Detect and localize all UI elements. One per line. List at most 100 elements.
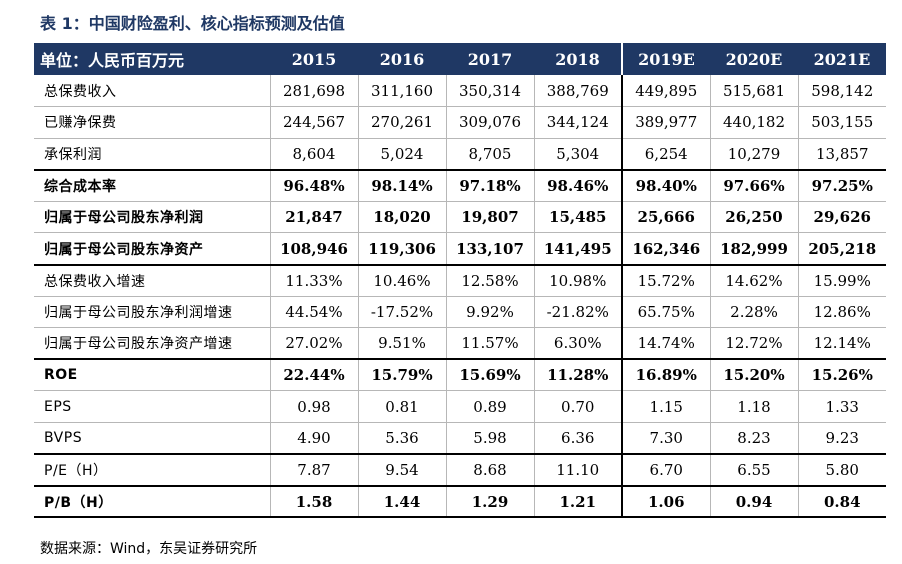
row-label: 总保费收入增速 bbox=[34, 264, 270, 297]
value-cell: 205,218 bbox=[797, 232, 886, 266]
year-header: 2021E bbox=[813, 49, 871, 69]
row-label: EPS bbox=[34, 390, 270, 424]
value-cell: 25,666 bbox=[621, 201, 710, 234]
value-cell: 8,604 bbox=[269, 138, 358, 171]
value-cell: 244,567 bbox=[269, 106, 358, 139]
value-cell: 1.33 bbox=[797, 390, 886, 424]
forecast-table-container: 单位：人民币百万元 2015 2016 2017 2018 2019E 2020… bbox=[34, 43, 886, 519]
value-cell: 15.69% bbox=[445, 359, 534, 392]
value-cell: 15.20% bbox=[709, 359, 798, 392]
value-cell: 5,304 bbox=[533, 138, 622, 171]
value-cell: 0.94 bbox=[709, 485, 798, 519]
row-label: BVPS bbox=[34, 422, 270, 456]
value-cell: 0.70 bbox=[533, 390, 622, 424]
value-cell: 11.10 bbox=[533, 454, 622, 487]
table-row: P/B（H） 1.58 1.44 1.29 1.21 1.06 0.94 0.84 bbox=[34, 485, 886, 519]
value-cell: 8.68 bbox=[445, 454, 534, 487]
value-cell: 11.33% bbox=[269, 264, 358, 297]
value-cell: -21.82% bbox=[533, 296, 622, 329]
value-cell: 1.29 bbox=[445, 485, 534, 519]
value-cell: 13,857 bbox=[797, 138, 886, 171]
value-cell: 449,895 bbox=[621, 75, 710, 108]
table-row: P/E（H） 7.87 9.54 8.68 11.10 6.70 6.55 5.80 bbox=[34, 454, 886, 487]
value-cell: 119,306 bbox=[357, 232, 446, 266]
row-label: 归属于母公司股东净利润 bbox=[34, 201, 270, 234]
value-cell: 12.14% bbox=[797, 327, 886, 361]
value-cell: 10.98% bbox=[533, 264, 622, 297]
value-cell: 7.30 bbox=[621, 422, 710, 456]
row-label: ROE bbox=[34, 359, 270, 392]
value-cell: 0.84 bbox=[797, 485, 886, 519]
value-cell: 1.44 bbox=[357, 485, 446, 519]
value-cell: 12.86% bbox=[797, 296, 886, 329]
table-row: 归属于母公司股东净利润 21,847 18,020 19,807 15,485 25,66… bbox=[34, 201, 886, 234]
year-header: 2015 bbox=[291, 49, 337, 69]
value-cell: 97.66% bbox=[709, 169, 798, 202]
value-cell: 6.70 bbox=[621, 454, 710, 487]
value-cell: 97.25% bbox=[797, 169, 886, 202]
value-cell: 27.02% bbox=[269, 327, 358, 361]
value-cell: 0.98 bbox=[269, 390, 358, 424]
row-label: P/E（H） bbox=[34, 454, 270, 487]
value-cell: 270,261 bbox=[357, 106, 446, 139]
row-label: 已赚净保费 bbox=[34, 106, 270, 139]
value-cell: 281,698 bbox=[269, 75, 358, 108]
row-label: P/B（H） bbox=[34, 485, 270, 519]
value-cell: 6.55 bbox=[709, 454, 798, 487]
value-cell: 1.15 bbox=[621, 390, 710, 424]
value-cell: 65.75% bbox=[621, 296, 710, 329]
unit-label: 单位：人民币百万元 bbox=[40, 51, 185, 70]
table-row: 承保利润 8,604 5,024 8,705 5,304 6,254 10,279 13,85… bbox=[34, 138, 886, 171]
value-cell: 141,495 bbox=[533, 232, 622, 266]
value-cell: 19,807 bbox=[445, 201, 534, 234]
year-header: 2016 bbox=[379, 49, 425, 69]
row-label: 归属于母公司股东净资产增速 bbox=[34, 327, 270, 361]
value-cell: 12.72% bbox=[709, 327, 798, 361]
value-cell: -17.52% bbox=[357, 296, 446, 329]
value-cell: 6,254 bbox=[621, 138, 710, 171]
table-caption: 表 1：中国财险盈利、核心指标预测及估值 bbox=[40, 14, 345, 33]
value-cell: 5.98 bbox=[445, 422, 534, 456]
value-cell: 9.54 bbox=[357, 454, 446, 487]
value-cell: 389,977 bbox=[621, 106, 710, 139]
row-label: 归属于母公司股东净利润增速 bbox=[34, 296, 270, 329]
value-cell: 182,999 bbox=[709, 232, 798, 266]
value-cell: 350,314 bbox=[445, 75, 534, 108]
value-cell: 7.87 bbox=[269, 454, 358, 487]
value-cell: 15.26% bbox=[797, 359, 886, 392]
table-row: 已赚净保费 244,567 270,261 309,076 344,124 389,977… bbox=[34, 106, 886, 139]
value-cell: 10.46% bbox=[357, 264, 446, 297]
value-cell: 344,124 bbox=[533, 106, 622, 139]
value-cell: 98.14% bbox=[357, 169, 446, 202]
value-cell: 8,705 bbox=[445, 138, 534, 171]
value-cell: 26,250 bbox=[709, 201, 798, 234]
value-cell: 5.36 bbox=[357, 422, 446, 456]
forecast-table: 单位：人民币百万元 2015 2016 2017 2018 2019E 2020… bbox=[34, 43, 886, 519]
value-cell: 29,626 bbox=[797, 201, 886, 234]
table-row: 归属于母公司股东净利润增速 44.54% -17.52% 9.92% -21.82% 65… bbox=[34, 296, 886, 329]
table-row: 总保费收入 281,698 311,160 350,314 388,769 449,895… bbox=[34, 75, 886, 108]
data-source-note: 数据来源：Wind，东吴证券研究所 bbox=[40, 541, 258, 557]
value-cell: 16.89% bbox=[621, 359, 710, 392]
value-cell: 0.89 bbox=[445, 390, 534, 424]
value-cell: 4.90 bbox=[269, 422, 358, 456]
value-cell: 309,076 bbox=[445, 106, 534, 139]
table-row: 归属于母公司股东净资产增速 27.02% 9.51% 11.57% 6.30% 14.74… bbox=[34, 327, 886, 361]
value-cell: 98.40% bbox=[621, 169, 710, 202]
value-cell: 133,107 bbox=[445, 232, 534, 266]
value-cell: 1.58 bbox=[269, 485, 358, 519]
value-cell: 5.80 bbox=[797, 454, 886, 487]
table-row: 综合成本率 96.48% 98.14% 97.18% 98.46% 98.40% 97.66… bbox=[34, 169, 886, 202]
value-cell: 98.46% bbox=[533, 169, 622, 202]
value-cell: 1.06 bbox=[621, 485, 710, 519]
value-cell: 388,769 bbox=[533, 75, 622, 108]
value-cell: 9.23 bbox=[797, 422, 886, 456]
value-cell: 12.58% bbox=[445, 264, 534, 297]
value-cell: 6.36 bbox=[533, 422, 622, 456]
table-header-row: 单位：人民币百万元 2015 2016 2017 2018 2019E 2020… bbox=[34, 43, 886, 75]
value-cell: 22.44% bbox=[269, 359, 358, 392]
value-cell: 5,024 bbox=[357, 138, 446, 171]
value-cell: 6.30% bbox=[533, 327, 622, 361]
table-row: 归属于母公司股东净资产 108,946 119,306 133,107 141,495 1… bbox=[34, 232, 886, 266]
row-label: 承保利润 bbox=[34, 138, 270, 171]
